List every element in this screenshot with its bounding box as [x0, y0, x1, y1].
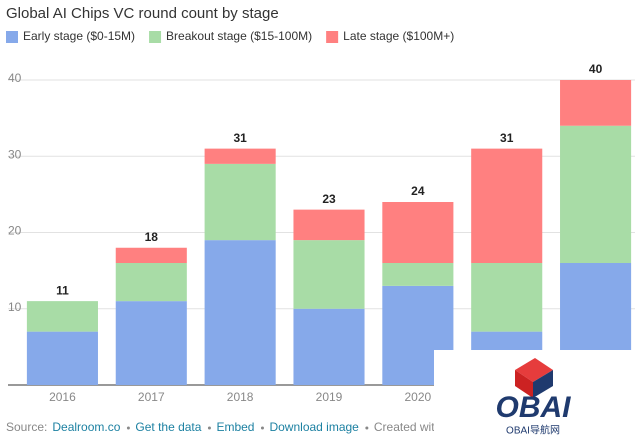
separator [365, 426, 369, 430]
separator [126, 426, 130, 430]
bar-segment [115, 263, 187, 302]
bar-segment [560, 80, 632, 126]
footer-created: Created with [374, 420, 441, 434]
chart-title: Global AI Chips VC round count by stage [6, 5, 279, 22]
bar-segment [382, 263, 454, 286]
watermark-sub: OBAI导航网 [506, 424, 560, 437]
footer-get-data[interactable]: Get the data [135, 420, 201, 434]
x-tick-label: 2018 [227, 390, 254, 404]
bar-segment [293, 240, 365, 309]
bar-segment [293, 209, 365, 241]
total-label: 31 [233, 131, 247, 145]
y-tick-label: 40 [8, 71, 22, 85]
watermark: OBAI OBAI导航网 [434, 350, 640, 439]
total-label: 31 [500, 131, 514, 145]
x-tick-label: 2017 [138, 390, 165, 404]
bar-segment [115, 247, 187, 263]
x-tick-label: 2016 [49, 390, 76, 404]
legend-label: Late stage ($100M+) [343, 29, 454, 43]
y-tick-label: 10 [8, 300, 22, 314]
logo-icon [515, 358, 553, 382]
legend: Early stage ($0-15M) Breakout stage ($15-… [6, 29, 454, 43]
bar-segment [471, 148, 543, 263]
bar-segment [204, 148, 276, 164]
total-label: 18 [145, 230, 159, 244]
total-label: 24 [411, 184, 425, 198]
watermark-logo: OBAI [496, 391, 572, 424]
footer-source[interactable]: Dealroom.co [52, 420, 120, 434]
x-tick-label: 2019 [316, 390, 343, 404]
legend-swatch [6, 31, 18, 43]
bar-segment [115, 301, 187, 385]
bar-segment [26, 301, 98, 332]
footer-download[interactable]: Download image [269, 420, 359, 434]
total-label: 40 [589, 62, 603, 76]
bar-segment [26, 331, 98, 385]
plot: 10 20 30 40 11 2016 18 2017 31 2018 23 2019 24 2020 31… [8, 62, 635, 404]
total-label: 23 [322, 192, 336, 206]
bar-segment [204, 240, 276, 385]
legend-label: Early stage ($0-15M) [23, 29, 135, 43]
separator [207, 426, 211, 430]
legend-label: Breakout stage ($15-100M) [166, 29, 312, 43]
bar-segment [560, 125, 632, 263]
logo-icon [515, 370, 533, 398]
legend-swatch [326, 31, 339, 43]
x-tick-label: 2020 [405, 390, 432, 404]
footer-source-label: Source: [6, 420, 47, 434]
bar-segment [471, 263, 543, 332]
logo-icon [533, 370, 553, 398]
bar-segment [382, 202, 454, 263]
bar-segment [293, 308, 365, 385]
y-tick-label: 30 [8, 147, 22, 161]
y-tick-label: 20 [8, 224, 22, 238]
legend-swatch [149, 31, 162, 43]
total-label: 11 [56, 283, 69, 297]
footer-embed[interactable]: Embed [216, 420, 254, 434]
bar-segment [204, 163, 276, 241]
separator [260, 426, 264, 430]
